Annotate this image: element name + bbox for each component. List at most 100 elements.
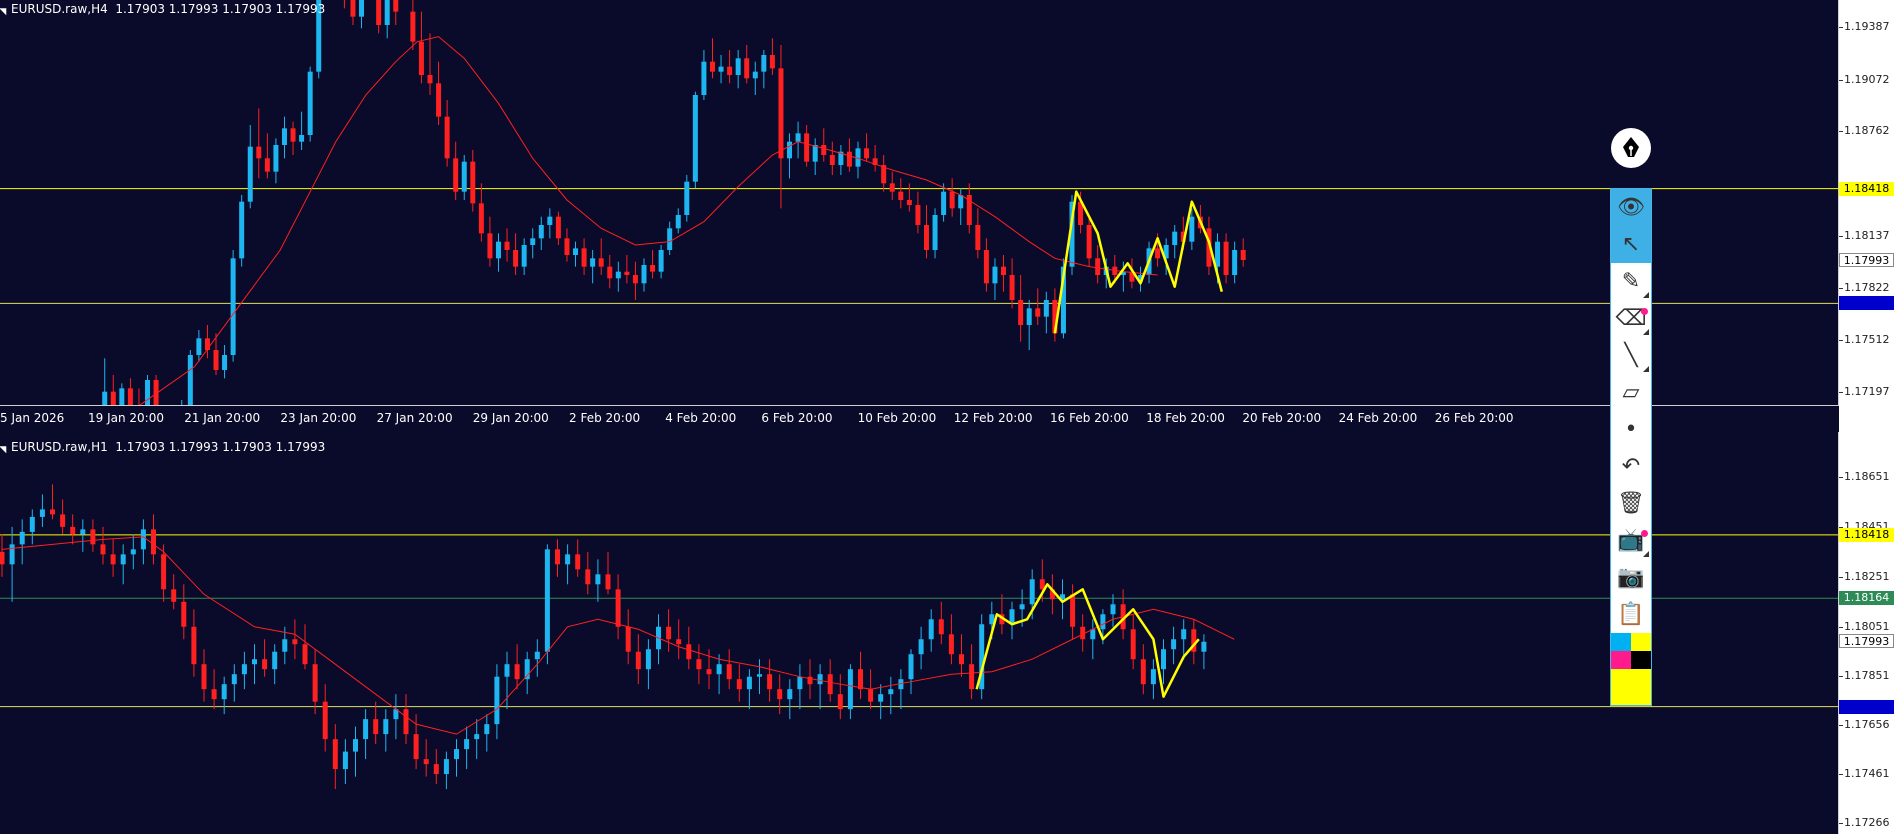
candle-body (709, 61, 715, 72)
candle-body (1069, 201, 1075, 267)
candle-body (247, 146, 253, 202)
candle-body (461, 161, 467, 192)
candle-body (837, 694, 843, 710)
h4-plot-area[interactable]: EURUSD.raw,H4 1.17903 1.17993 1.17903 1.… (0, 0, 1839, 406)
candle (322, 684, 328, 752)
collapse-triangle-icon[interactable] (0, 4, 10, 15)
candle-body (544, 549, 550, 652)
candle (941, 183, 947, 222)
time-tick-label: 10 Feb 20:00 (857, 411, 937, 425)
line-tool-icon[interactable]: ╲ (1611, 337, 1651, 374)
candle-body (1223, 241, 1229, 275)
candle (353, 726, 358, 777)
candle (701, 50, 707, 100)
candle (645, 639, 651, 690)
candle (514, 644, 520, 690)
h4-chart-pane[interactable]: EURUSD.raw,H4 1.17903 1.17993 1.17903 1.… (0, 0, 1894, 432)
candle (1069, 195, 1075, 275)
color-swatch[interactable] (1631, 651, 1651, 669)
candle (418, 11, 424, 84)
candle (453, 141, 459, 200)
pen-nib-logo-icon[interactable] (1611, 128, 1651, 168)
candle (948, 614, 954, 665)
time-axis[interactable]: 5 Jan 2026 19 Jan 20:00 21 Jan 20:00 23 Jan… (0, 406, 1838, 432)
candle-body (403, 709, 409, 735)
h1-chart-svg[interactable] (0, 432, 1838, 834)
candle (521, 238, 527, 275)
indicator-dot (1641, 308, 1648, 315)
h4-price-axis[interactable]: 1.19387 1.19072 1.18762 1.18137 1.17822 1.175… (1839, 0, 1894, 432)
price-tag-green: 1.18164 (1839, 591, 1894, 606)
eraser-alt-icon[interactable]: ▱ (1622, 380, 1640, 405)
price-tick-label: 1.18137 (1844, 228, 1890, 242)
candle (829, 141, 835, 175)
dot-icon[interactable]: • (1624, 417, 1638, 442)
candle-body (598, 258, 604, 267)
camera-icon[interactable]: 📷 (1617, 565, 1645, 590)
price-tag-blue (1839, 296, 1894, 311)
candle-body (316, 0, 322, 72)
price-tick-label: 1.18762 (1844, 124, 1890, 138)
candle (307, 66, 313, 142)
candle-body (307, 71, 313, 135)
collapse-triangle-icon[interactable] (0, 442, 10, 453)
pen-disabled-icon[interactable]: ✎ (1611, 263, 1651, 300)
candle-body (555, 549, 560, 565)
candle-body (494, 676, 500, 725)
candle (625, 609, 631, 665)
time-tick-label: 20 Feb 20:00 (1242, 411, 1322, 425)
candle-body (322, 701, 328, 740)
candle (906, 183, 912, 212)
candle (292, 619, 298, 660)
selected-color-swatch[interactable] (1611, 669, 1651, 705)
h1-price-axis[interactable]: 1.18651 1.18451 1.18251 1.18051 1.17851 1.176… (1839, 432, 1894, 834)
price-tick-label: 1.19072 (1844, 72, 1890, 86)
candle-body (1018, 300, 1024, 325)
candle (1060, 579, 1065, 620)
candle-body (181, 601, 187, 627)
eraser-icon[interactable]: ⌫ (1611, 300, 1651, 337)
candle (564, 228, 570, 262)
candle-body (1120, 271, 1126, 275)
candle-body (1086, 225, 1092, 259)
color-swatch[interactable] (1611, 633, 1631, 651)
h1-plot-area[interactable]: EURUSD.raw,H1 1.17903 1.17993 1.17903 1.… (0, 432, 1839, 834)
clipboard-icon[interactable]: 📋 (1617, 602, 1645, 627)
zigzag-drawing[interactable] (975, 583, 1200, 698)
submenu-corner-icon (1643, 366, 1649, 372)
trash-icon[interactable]: 🗑 (1617, 491, 1645, 516)
candle (196, 330, 202, 362)
time-tick-label: 27 Jan 20:00 (376, 411, 453, 425)
cursor-arrow-icon[interactable]: ↖ (1611, 226, 1651, 263)
candle (666, 609, 672, 652)
candle-body (290, 128, 296, 142)
color-swatch[interactable] (1631, 633, 1651, 651)
eye-icon[interactable]: 👁 (1611, 189, 1651, 226)
candle-body (1180, 231, 1186, 242)
candle-body (1201, 641, 1207, 652)
color-swatch-palette[interactable] (1611, 633, 1651, 705)
candle-body (393, 709, 399, 720)
candle (102, 358, 108, 405)
candle (641, 258, 647, 292)
candle-body (1080, 626, 1086, 640)
price-tick-mark (1839, 526, 1843, 528)
time-tick-label: 21 Jan 20:00 (184, 411, 261, 425)
candle (795, 121, 801, 159)
candle-body (898, 679, 904, 690)
price-tick-mark (1839, 27, 1843, 29)
candle-body (872, 158, 878, 165)
price-tick-label: 1.17461 (1844, 766, 1890, 780)
color-swatch[interactable] (1611, 651, 1631, 669)
candle-body (443, 759, 449, 775)
tv-icon[interactable]: 📺 (1611, 522, 1651, 559)
candle (312, 649, 318, 715)
zigzag-drawing[interactable] (1053, 190, 1224, 334)
candle (130, 534, 136, 570)
undo-icon[interactable]: ↶ (1621, 454, 1641, 479)
time-tick-label: 6 Feb 20:00 (761, 411, 833, 425)
h4-chart-svg[interactable] (0, 0, 1838, 405)
h1-chart-pane[interactable]: EURUSD.raw,H1 1.17903 1.17993 1.17903 1.… (0, 432, 1894, 834)
candle (938, 601, 944, 645)
price-tick-mark (1839, 476, 1843, 478)
